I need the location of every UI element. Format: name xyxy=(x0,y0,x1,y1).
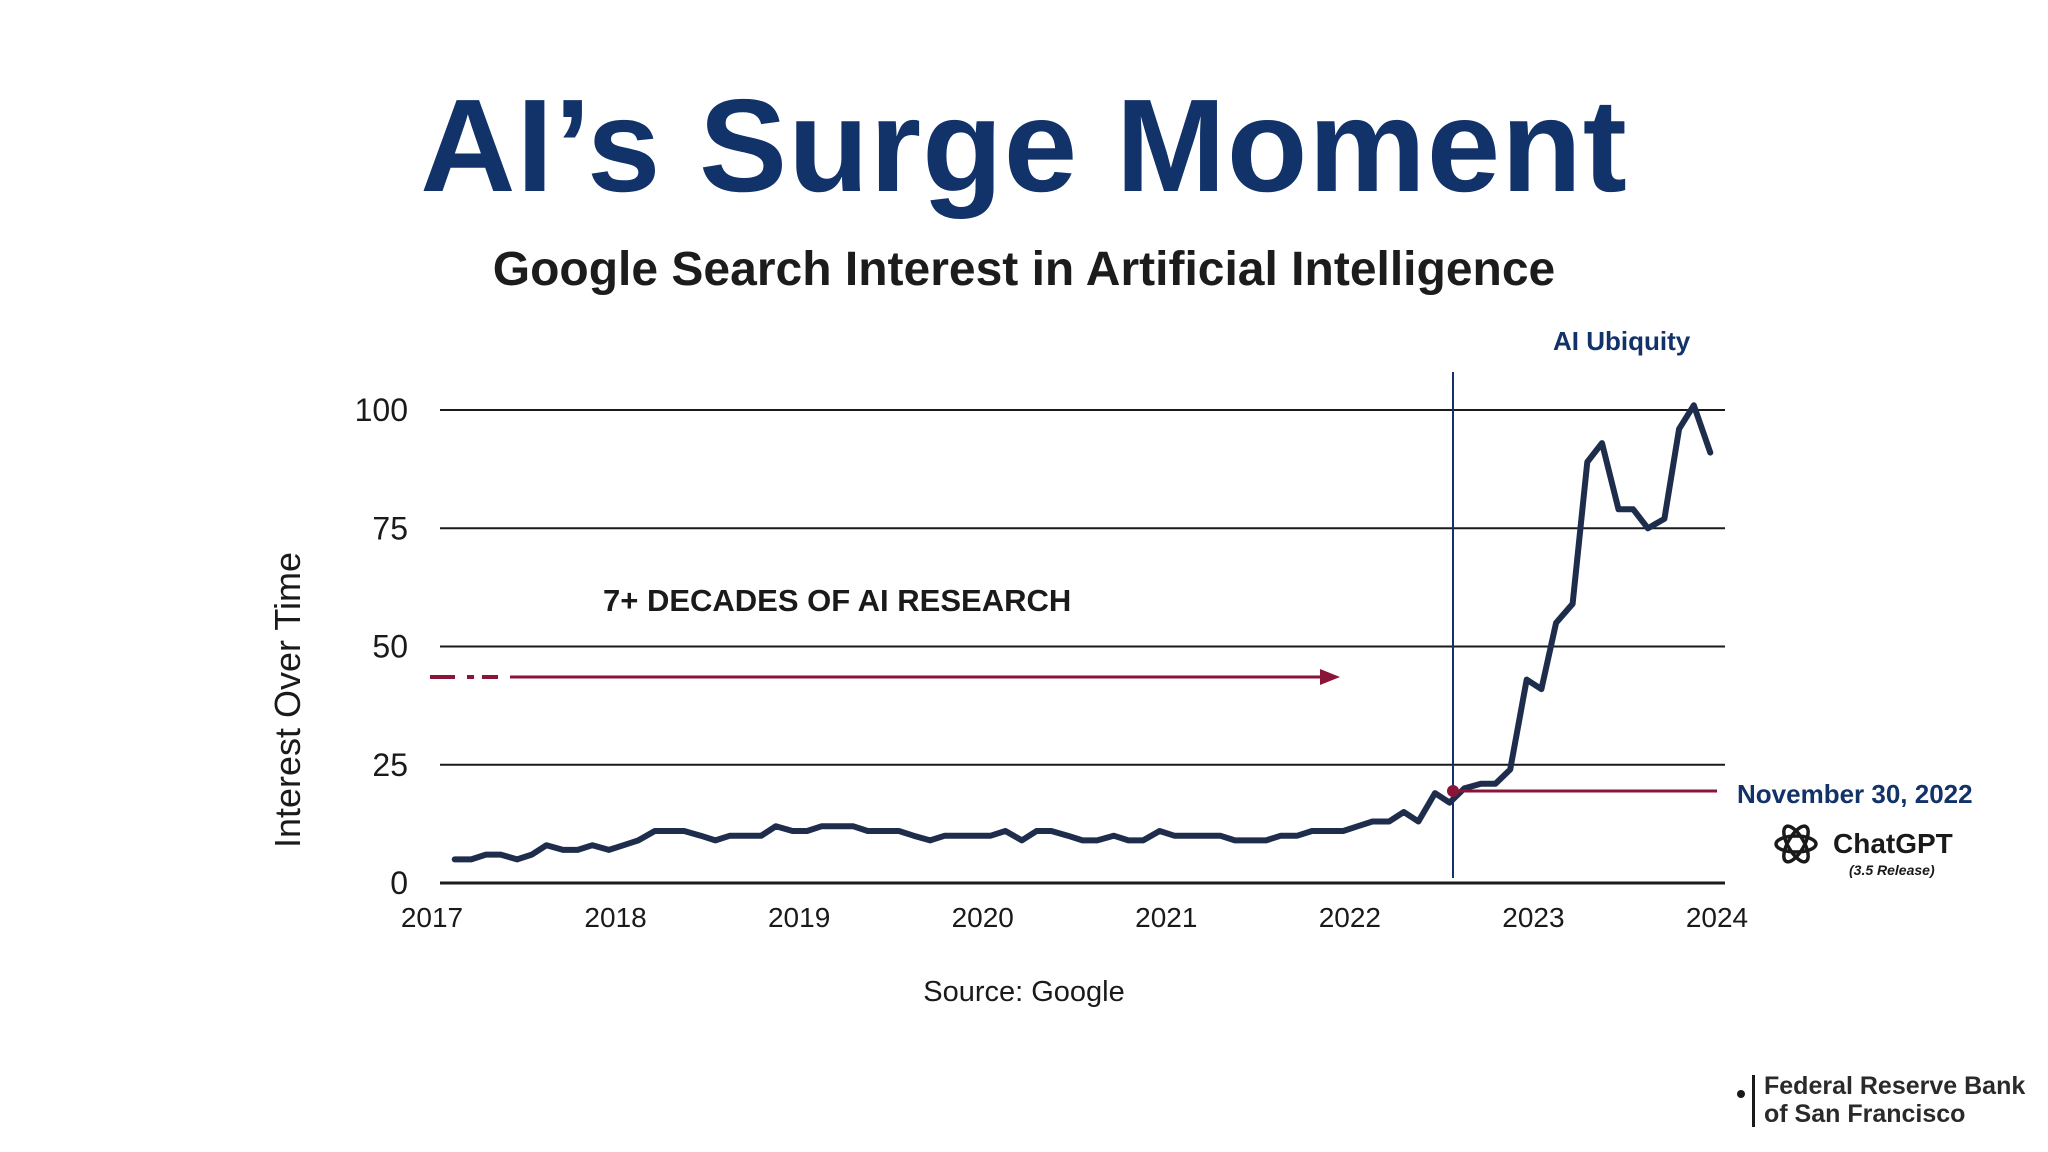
x-tick-label: 2022 xyxy=(1319,902,1381,933)
series-line xyxy=(451,402,1714,863)
chatgpt-logo-icon xyxy=(1774,824,1818,864)
chart-subtitle: Google Search Interest in Artificial Int… xyxy=(492,243,1556,296)
ubiquity-label: AI Ubiquity xyxy=(1553,326,1691,356)
frbsf-logo: Federal Reserve Bank of San Francisco xyxy=(1764,1072,2025,1128)
x-tick-label: 2019 xyxy=(768,902,830,933)
release-marker xyxy=(1447,785,1459,797)
source-note: Source: Google xyxy=(923,976,1125,1008)
y-axis-label: Interest Over Time xyxy=(267,552,308,848)
y-tick-label: 0 xyxy=(390,865,408,901)
chatgpt-release-label: (3.5 Release) xyxy=(1849,862,1935,878)
y-tick-label: 75 xyxy=(372,510,408,546)
logo-line-1: Federal Reserve Bank xyxy=(1764,1072,2026,1100)
x-tick-label: 2021 xyxy=(1135,902,1197,933)
x-tick-label: 2020 xyxy=(952,902,1014,933)
x-tick-label: 2017 xyxy=(401,902,463,933)
x-tick-label: 2018 xyxy=(584,902,646,933)
release-date-label: November 30, 2022 xyxy=(1737,779,1973,809)
research-arrow xyxy=(430,669,1340,685)
tick-labels: 0 25 50 75 100 2017 2018 2019 2020 2021 2022 2023 20… xyxy=(355,392,1749,933)
x-tick-label: 2023 xyxy=(1502,902,1564,933)
y-tick-label: 100 xyxy=(355,392,408,428)
x-tick-label: 2024 xyxy=(1686,902,1748,933)
research-label: 7+ DECADES OF AI RESEARCH xyxy=(603,583,1071,618)
y-tick-label: 25 xyxy=(372,747,408,783)
gridlines xyxy=(440,409,1725,885)
logo-line-2: of San Francisco xyxy=(1764,1100,1966,1128)
logo-dot-icon xyxy=(1737,1090,1745,1098)
chatgpt-label: ChatGPT xyxy=(1833,828,1953,859)
logo-bar-icon xyxy=(1752,1075,1755,1127)
slide-title: AI’s Surge Moment xyxy=(420,72,1628,219)
y-tick-label: 50 xyxy=(372,629,408,665)
